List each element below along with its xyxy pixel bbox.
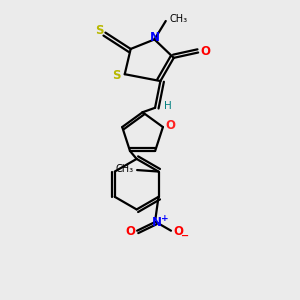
Text: S: S — [112, 69, 121, 82]
Text: H: H — [164, 101, 171, 111]
Text: O: O — [201, 44, 211, 58]
Text: N: N — [152, 217, 162, 230]
Text: O: O — [125, 225, 135, 238]
Text: O: O — [165, 119, 176, 132]
Text: +: + — [160, 214, 168, 223]
Text: CH₃: CH₃ — [169, 14, 187, 24]
Text: CH₃: CH₃ — [116, 164, 134, 174]
Text: O: O — [173, 225, 183, 238]
Text: N: N — [150, 32, 160, 44]
Text: S: S — [94, 24, 103, 37]
Text: −: − — [181, 231, 189, 241]
